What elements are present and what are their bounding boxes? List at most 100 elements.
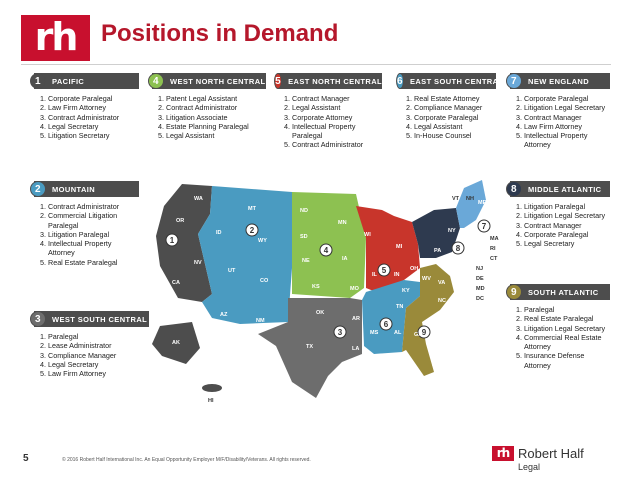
page-title: Positions in Demand xyxy=(101,20,339,47)
region-new-england: 7 NEW ENGLAND Corporate Paralegal Litigat… xyxy=(506,73,610,150)
state-label: VA xyxy=(438,280,445,286)
svg-text:4: 4 xyxy=(324,246,329,255)
map-marker-6: 6 xyxy=(379,317,393,331)
region-east-south-central: 6 EAST SOUTH CENTRAL Real Estate Attorney… xyxy=(396,73,503,140)
state-label: DE xyxy=(476,276,484,282)
svg-text:1: 1 xyxy=(170,236,175,245)
list-item: Intellectual Property Attorney xyxy=(524,131,610,150)
brand-subtitle: Legal xyxy=(518,462,541,472)
state-label: WV xyxy=(422,276,431,282)
state-label: NC xyxy=(438,298,446,304)
state-label: FL xyxy=(432,362,439,368)
state-label: MA xyxy=(490,236,499,242)
region-number-badge: 9 xyxy=(506,284,522,300)
state-label: MI xyxy=(396,244,403,250)
state-label: MS xyxy=(370,330,379,336)
state-label: IA xyxy=(342,256,348,262)
region-number-badge: 2 xyxy=(30,181,46,197)
map-region-east-north-central xyxy=(356,206,420,292)
list-item: Insurance Defense Attorney xyxy=(524,351,610,370)
state-label: VT xyxy=(452,196,460,202)
state-label: UT xyxy=(228,268,236,274)
region-number-badge: 4 xyxy=(148,73,164,89)
map-marker-2: 2 xyxy=(245,223,259,237)
state-label: PA xyxy=(434,248,441,254)
region-west-south-central: 3 WEST SOUTH CENTRAL Paralegal Lease Admi… xyxy=(30,311,149,378)
list-item: Commercial Real Estate Attorney xyxy=(524,333,610,352)
region-name: MOUNTAIN xyxy=(52,184,96,194)
state-label: NH xyxy=(466,196,474,202)
state-label: HI xyxy=(208,398,214,404)
positions-list: Real Estate Attorney Compliance Manager … xyxy=(400,94,496,140)
map-region-west-south-central xyxy=(258,298,362,398)
state-label: AL xyxy=(394,330,402,336)
state-label: OR xyxy=(176,218,184,224)
region-header: 4 WEST NORTH CENTRAL xyxy=(148,73,266,89)
positions-list: Corporate Paralegal Litigation Legal Sec… xyxy=(510,94,610,150)
region-header: 6 EAST SOUTH CENTRAL xyxy=(396,73,503,89)
list-item: Litigation Secretary xyxy=(48,131,139,140)
list-item: Corporate Paralegal xyxy=(414,113,496,122)
state-label: NM xyxy=(256,318,265,324)
region-header: 3 WEST SOUTH CENTRAL xyxy=(30,311,149,327)
positions-list: Paralegal Lease Administrator Compliance… xyxy=(34,332,149,378)
state-label: NJ xyxy=(476,266,483,272)
state-label: SD xyxy=(300,234,308,240)
map-region-mountain xyxy=(198,186,292,324)
robert-half-footer-logo: rh Robert Half xyxy=(492,446,584,461)
list-item: Contract Administrator xyxy=(48,202,139,211)
region-header: 5 EAST NORTH CENTRAL xyxy=(274,73,382,89)
state-label: AZ xyxy=(220,312,228,318)
list-item: Legal Secretary xyxy=(48,122,139,131)
list-item: Estate Planning Paralegal xyxy=(166,122,266,131)
list-item: Litigation Legal Secretary xyxy=(524,324,610,333)
state-label: CT xyxy=(490,256,498,262)
region-number-badge: 7 xyxy=(506,73,522,89)
region-header: 7 NEW ENGLAND xyxy=(506,73,610,89)
list-item: Contract Manager xyxy=(292,94,382,103)
state-label: GA xyxy=(414,332,422,338)
list-item: Legal Assistant xyxy=(292,103,382,112)
list-item: In-House Counsel xyxy=(414,131,496,140)
region-mountain: 2 MOUNTAIN Contract Administrator Commerc… xyxy=(30,181,139,267)
state-label: MO xyxy=(350,286,360,292)
map-marker-5: 5 xyxy=(377,263,391,277)
list-item: Litigation Associate xyxy=(166,113,266,122)
list-item: Litigation Paralegal xyxy=(524,202,610,211)
state-label: DC xyxy=(476,296,484,302)
map-marker-4: 4 xyxy=(319,243,333,257)
list-item: Patent Legal Assistant xyxy=(166,94,266,103)
list-item: Litigation Paralegal xyxy=(48,230,139,239)
list-item: Litigation Legal Secretary xyxy=(524,211,610,220)
state-label: ID xyxy=(216,230,222,236)
page-number: 5 xyxy=(23,453,29,464)
svg-text:8: 8 xyxy=(456,244,461,253)
positions-list: Contract Manager Legal Assistant Corpora… xyxy=(278,94,382,150)
us-regions-map: 1 2 3 4 5 6 7 8 9 WA OR CA ID NV MT WY U… xyxy=(152,180,499,404)
list-item: Lease Administrator xyxy=(48,341,149,350)
state-label: TX xyxy=(306,344,313,350)
region-header: 9 SOUTH ATLANTIC xyxy=(506,284,610,300)
region-name: WEST SOUTH CENTRAL xyxy=(52,314,148,324)
brand-name: Robert Half xyxy=(518,446,584,461)
state-label: MT xyxy=(248,206,257,212)
list-item: Legal Assistant xyxy=(414,122,496,131)
region-number-badge: 1 xyxy=(30,73,46,89)
state-label: WA xyxy=(194,196,203,202)
state-label: CA xyxy=(172,280,180,286)
region-number-badge: 8 xyxy=(506,181,522,197)
map-region-hawaii xyxy=(202,384,222,392)
svg-text:6: 6 xyxy=(384,320,389,329)
state-label: MD xyxy=(476,286,485,292)
svg-text:3: 3 xyxy=(338,328,343,337)
svg-text:7: 7 xyxy=(482,222,487,231)
state-label: AK xyxy=(172,340,180,346)
list-item: Paralegal xyxy=(48,332,149,341)
list-item: Contract Administrator xyxy=(166,103,266,112)
region-name: SOUTH ATLANTIC xyxy=(528,287,599,297)
positions-list: Contract Administrator Commercial Litiga… xyxy=(34,202,139,267)
list-item: Law Firm Attorney xyxy=(48,103,139,112)
list-item: Contract Manager xyxy=(524,221,610,230)
list-item: Commercial Litigation Paralegal xyxy=(48,211,139,230)
svg-text:5: 5 xyxy=(382,266,387,275)
